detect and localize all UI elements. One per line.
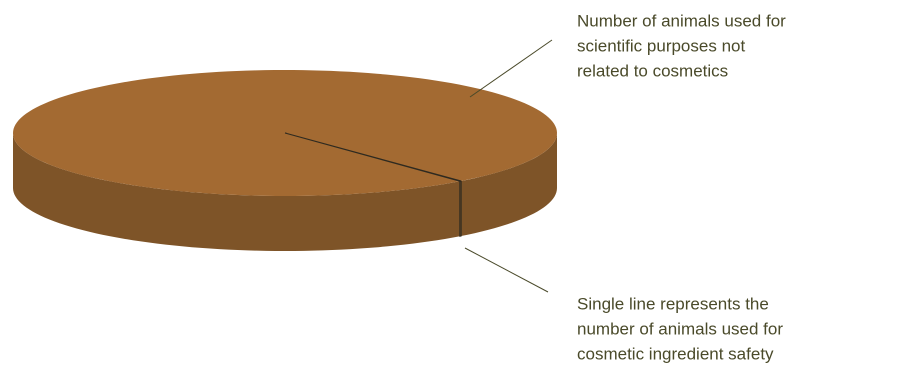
slice-label: scientific purposes not [577, 36, 745, 55]
leader-line [464, 247, 549, 293]
slice-label: cosmetic ingredient safety [577, 344, 774, 363]
slice-label: Number of animals used for [577, 11, 786, 30]
pie-slice [13, 70, 557, 196]
pie-slice [284, 132, 462, 182]
leader-line [469, 39, 553, 98]
slice-label: related to cosmetics [577, 61, 728, 80]
pie-side [461, 133, 557, 237]
slice-label: number of animals used for [577, 319, 783, 338]
pie-side [459, 180, 462, 237]
slice-label: Single line represents the [577, 294, 769, 313]
pie-side [13, 133, 460, 251]
